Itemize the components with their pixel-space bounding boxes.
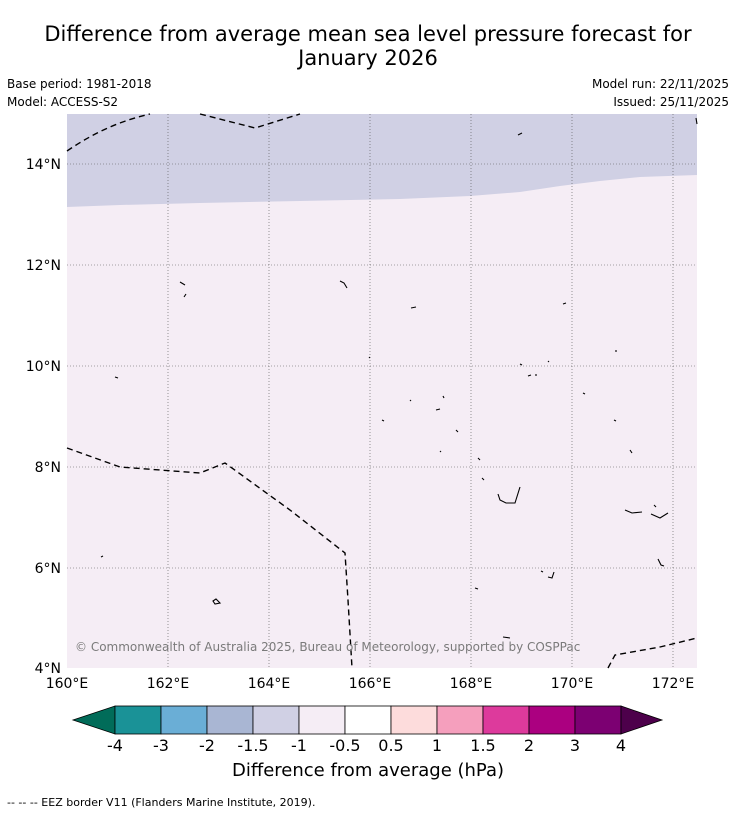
lat-labels: 14°N 12°N 10°N 8°N 6°N 4°N [26,157,61,677]
cbar-label-minus-3: -3 [153,736,169,755]
cbar-label-minus-1: -1 [291,736,307,755]
base-period: Base period: 1981-2018 [7,77,152,91]
colorbar-low-extend [71,705,116,735]
colorbar-labels: -4 -3 -2 -1.5 -1 -0.5 0.5 1 1.5 2 3 4 [107,736,626,755]
lon-label-168e: 168°E [450,676,493,692]
copyright-notice: © Commonwealth of Australia 2025, Bureau… [75,640,581,654]
cbar-label-0-5: 0.5 [378,736,403,755]
title-line-1: Difference from average mean sea level p… [44,22,692,46]
colorbar-swatch-2 [160,705,208,735]
lat-label-14n: 14°N [26,157,61,173]
cbar-label-minus-2: -2 [199,736,215,755]
meta-left: Base period: 1981-2018 Model: ACCESS-S2 [7,75,152,111]
lon-labels: 160°E 162°E 164°E 166°E 168°E 170°E 172°… [46,676,695,692]
model-run: Model run: 22/11/2025 [591,77,729,91]
colorbar [71,705,664,735]
cbar-label-3: 3 [570,736,580,755]
lat-label-4n: 4°N [35,661,61,677]
lon-label-160e: 160°E [46,676,89,692]
colorbar-swatch-4 [252,705,300,735]
colorbar-swatch-10 [528,705,576,735]
colorbar-swatch-5 [298,705,346,735]
cbar-label-1-5: 1.5 [470,736,495,755]
pressure-field-minus-1-region [67,114,697,207]
cbar-label-minus-0-5: -0.5 [329,736,360,755]
colorbar-swatch-3 [206,705,254,735]
title-line-2: January 2026 [298,46,438,70]
colorbar-swatch-8 [436,705,484,735]
lon-label-172e: 172°E [652,676,695,692]
colorbar-swatch-7 [390,705,438,735]
lon-label-170e: 170°E [551,676,594,692]
meta-right: Model run: 22/11/2025 Issued: 25/11/2025 [592,75,729,111]
colorbar-swatch-9 [482,705,530,735]
lon-label-164e: 164°E [248,676,291,692]
pressure-field-light [67,114,697,668]
issued-date: Issued: 25/11/2025 [613,95,729,109]
coastlines [100,117,698,639]
colorbar-swatch-1 [114,705,162,735]
cbar-label-4: 4 [616,736,626,755]
eez-legend-note: -- -- -- EEZ border V11 (Flanders Marine… [7,796,316,809]
cbar-label-minus-4: -4 [107,736,123,755]
colorbar-high-extend [620,705,664,735]
lat-label-6n: 6°N [35,561,61,577]
eez-borders [66,113,698,669]
gridlines [67,114,697,668]
colorbar-title: Difference from average (hPa) [231,760,505,781]
cbar-label-minus-1-5: -1.5 [237,736,268,755]
lon-label-166e: 166°E [349,676,392,692]
cbar-label-1: 1 [432,736,442,755]
colorbar-swatch-11 [574,705,622,735]
lat-label-10n: 10°N [26,359,61,375]
colorbar-swatch-6 [344,705,392,735]
lat-label-12n: 12°N [26,258,61,274]
chart-title: Difference from average mean sea level p… [0,22,736,70]
model-name: Model: ACCESS-S2 [7,95,119,109]
map-panel [67,114,697,668]
lon-label-162e: 162°E [147,676,190,692]
cbar-label-2: 2 [524,736,534,755]
lat-label-8n: 8°N [35,460,61,476]
